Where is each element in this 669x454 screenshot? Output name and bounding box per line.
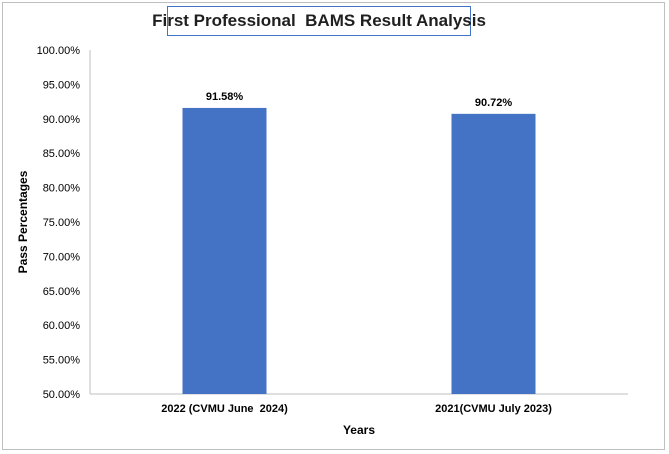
y-tick-label: 70.00% — [43, 251, 81, 263]
x-axis-title: Years — [343, 423, 375, 437]
y-tick-label: 65.00% — [43, 286, 81, 298]
data-label: 91.58% — [206, 91, 244, 103]
data-labels: 91.58% 90.72% — [206, 91, 513, 109]
y-tick-label: 80.00% — [43, 183, 81, 195]
category-labels: 2022 (CVMU June 2024) 2021(CVMU July 2023… — [161, 403, 552, 415]
category-label: 2021(CVMU July 2023) — [435, 403, 552, 415]
category-label: 2022 (CVMU June 2024) — [161, 403, 288, 415]
y-tick-label: 75.00% — [43, 217, 81, 229]
y-tick-label: 85.00% — [43, 148, 81, 160]
y-tick-label: 55.00% — [43, 355, 81, 367]
y-tick-label: 60.00% — [43, 320, 81, 332]
y-tick-label: 90.00% — [43, 114, 81, 126]
bar — [182, 107, 267, 395]
bars — [182, 107, 536, 395]
y-tick-label: 100.00% — [37, 45, 81, 57]
bar — [451, 113, 536, 394]
y-tick-labels: 50.00% 55.00% 60.00% 65.00% 70.00% 75.00% 80.0… — [37, 45, 81, 401]
chart-frame — [2, 2, 665, 450]
y-tick-label: 95.00% — [43, 79, 81, 91]
y-axis-title: Pass Percentages — [16, 170, 30, 273]
y-tick-label: 50.00% — [43, 389, 81, 401]
data-label: 90.72% — [475, 97, 513, 109]
chart-title: First Professional BAMS Result Analysis — [152, 6, 486, 36]
